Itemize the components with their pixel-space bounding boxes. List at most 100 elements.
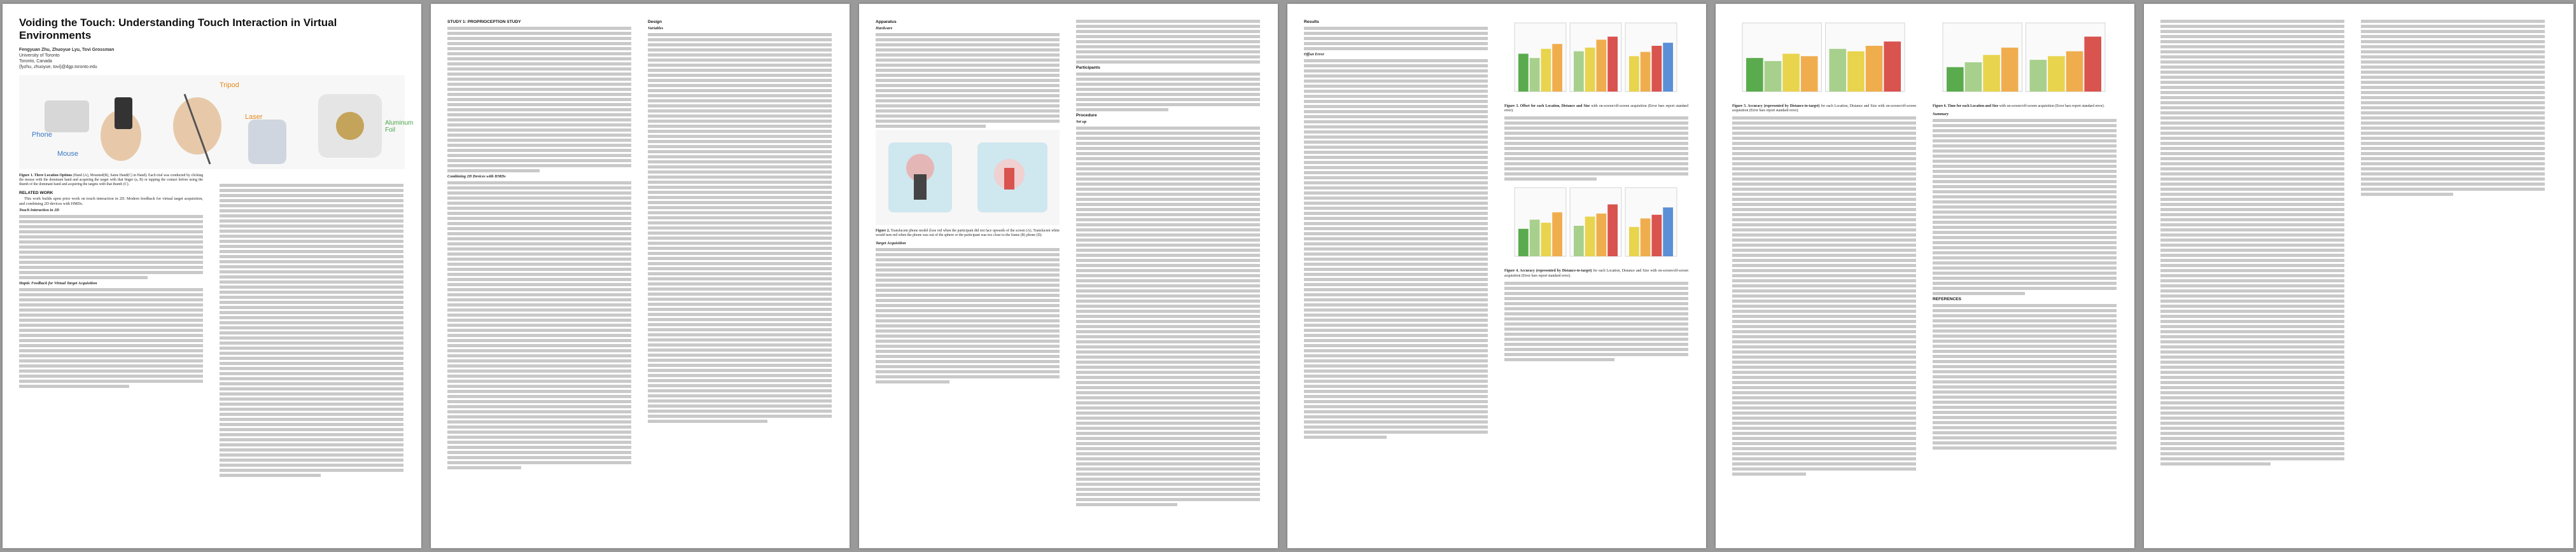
chart-bar xyxy=(1782,53,1800,92)
emails: {fyzhu, zhuoyue, tovi}@dgp.toronto.edu xyxy=(19,65,97,69)
paper-page-5: Figure 5. Accuracy (represented by Dista… xyxy=(1716,4,2134,548)
chart-bar xyxy=(2066,51,2083,92)
section-related-work: RELATED WORK xyxy=(19,190,53,195)
paper-page-6 xyxy=(2144,4,2573,548)
chart-bar xyxy=(1585,217,1595,257)
chart-bar xyxy=(1529,219,1540,257)
body-text xyxy=(1076,72,1260,111)
label-mouse: Mouse xyxy=(57,150,79,158)
chart-bar xyxy=(1518,229,1529,257)
chart-bar xyxy=(1964,62,1982,92)
chart-bar xyxy=(2048,56,2065,92)
chart-bar xyxy=(2084,36,2101,92)
hero-figure: Phone Mouse Tripod Laser Aluminum Foil xyxy=(19,75,414,169)
body-text xyxy=(1504,116,1688,181)
body-text xyxy=(876,33,1060,128)
hero-illustration xyxy=(19,75,405,169)
column-right: Design Variables xyxy=(648,18,832,425)
body-text xyxy=(1504,281,1688,361)
column-right: Participants Procedure Set up xyxy=(1076,18,1260,508)
body-text xyxy=(447,181,631,469)
chart-bar xyxy=(1663,207,1673,257)
column-right: Figure 6. Time for each Location and Siz… xyxy=(1933,18,2117,452)
chart-bar xyxy=(1629,227,1639,257)
figure-3-caption: Figure 3. Offset for each Location, Dist… xyxy=(1504,104,1688,113)
subsection-target: Target Acquisition xyxy=(876,241,906,246)
body-text xyxy=(1076,20,1260,64)
chart-bar xyxy=(1552,212,1562,257)
chart-bar xyxy=(1607,204,1618,257)
chart-bar xyxy=(1640,52,1651,92)
chart-bar xyxy=(1585,47,1595,92)
references-list xyxy=(2160,20,2344,466)
chart-bar xyxy=(1884,41,1901,92)
column-right: Figure 3. Offset for each Location, Dist… xyxy=(1504,18,1688,363)
references-list xyxy=(1933,304,2117,450)
body-text xyxy=(220,184,403,477)
chart-bar xyxy=(1596,39,1607,92)
section-apparatus: Apparatus xyxy=(876,20,897,24)
chart-bar xyxy=(1596,214,1607,257)
column-left: Figure 5. Accuracy (represented by Dista… xyxy=(1732,18,1916,478)
subsection-hardware: Hardware xyxy=(876,26,893,31)
figure-4-chart xyxy=(1504,183,1688,266)
chart-bar xyxy=(1529,58,1540,92)
body-text xyxy=(447,27,631,172)
label-tripod: Tripod xyxy=(220,81,239,89)
chart-bar xyxy=(1764,61,1782,92)
chart-bar xyxy=(1629,56,1639,92)
figure-2-caption: Figure 2. Translucent phone model (lose … xyxy=(876,229,1060,238)
section-design: Design xyxy=(648,20,662,24)
paper-page-3: Apparatus Hardware Figure 2. Translucent… xyxy=(859,4,1278,548)
label-phone: Phone xyxy=(32,131,52,139)
subsection-offset: Offset Error xyxy=(1304,52,1324,57)
subsection-haptic: Haptic Feedback for Virtual Target Acqui… xyxy=(19,280,97,286)
body-text xyxy=(1076,127,1260,506)
body-text xyxy=(19,287,203,388)
column-left: STUDY 1: PROPRIOCEPTION STUDY Combining … xyxy=(447,18,631,471)
chart-bar xyxy=(1541,223,1551,257)
section-participants: Participants xyxy=(1076,66,1100,70)
figure-2-image xyxy=(876,130,1060,225)
body-text xyxy=(1732,116,1916,476)
body-text xyxy=(1933,119,2117,296)
figure-5-caption: Figure 5. Accuracy (represented by Dista… xyxy=(1732,104,1917,113)
references-list xyxy=(2361,20,2545,196)
paper-page-1: Voiding the Touch: Understanding Touch I… xyxy=(3,4,421,548)
chart-bar xyxy=(1947,67,1964,92)
figure-6-chart xyxy=(1933,18,2117,100)
column-left: Figure 1. Three Location Options (Hand (… xyxy=(19,172,203,390)
chart-bar xyxy=(1541,48,1551,92)
column-right xyxy=(220,182,403,479)
section-results: Results xyxy=(1304,20,1319,24)
location: Toronto, Canada xyxy=(19,59,52,64)
chart-bar xyxy=(1651,215,1662,257)
chart-bar xyxy=(2001,47,2019,92)
chart-bar xyxy=(1983,55,2000,92)
label-laser: Laser xyxy=(245,113,263,121)
paper-page-4: Results Offset Error Figure 3. Offset fo… xyxy=(1287,4,1706,548)
chart-bar xyxy=(1574,51,1584,92)
body-text xyxy=(1304,27,1488,50)
chart-bar xyxy=(1746,58,1763,92)
label-aluminum-foil: Aluminum Foil xyxy=(385,120,414,134)
body-text xyxy=(648,33,832,423)
chart-bar xyxy=(1640,218,1651,257)
column-left: Apparatus Hardware Figure 2. Translucent… xyxy=(876,18,1060,385)
paper-title: Voiding the Touch: Understanding Touch I… xyxy=(19,17,337,41)
subsection-variables: Variables xyxy=(648,26,664,31)
chart-bar xyxy=(1574,226,1584,257)
column-left xyxy=(2160,18,2344,467)
section-references: REFERENCES xyxy=(1933,297,1962,302)
affiliation: University of Toronto xyxy=(19,53,60,58)
chart-bar xyxy=(1663,43,1673,92)
section-study-1: STUDY 1: PROPRIOCEPTION STUDY xyxy=(447,20,521,24)
chart-bar xyxy=(1518,53,1529,92)
chart-bar xyxy=(1800,56,1818,92)
paper-page-2: STUDY 1: PROPRIOCEPTION STUDY Combining … xyxy=(431,4,850,548)
author-names: Fengyuan Zhu, Zhuoyue Lyu, Tovi Grossman xyxy=(19,48,115,52)
body-text xyxy=(19,214,203,279)
figure-5-chart xyxy=(1732,18,1916,100)
section-procedure: Procedure xyxy=(1076,113,1097,118)
chart-bar xyxy=(1607,36,1618,92)
